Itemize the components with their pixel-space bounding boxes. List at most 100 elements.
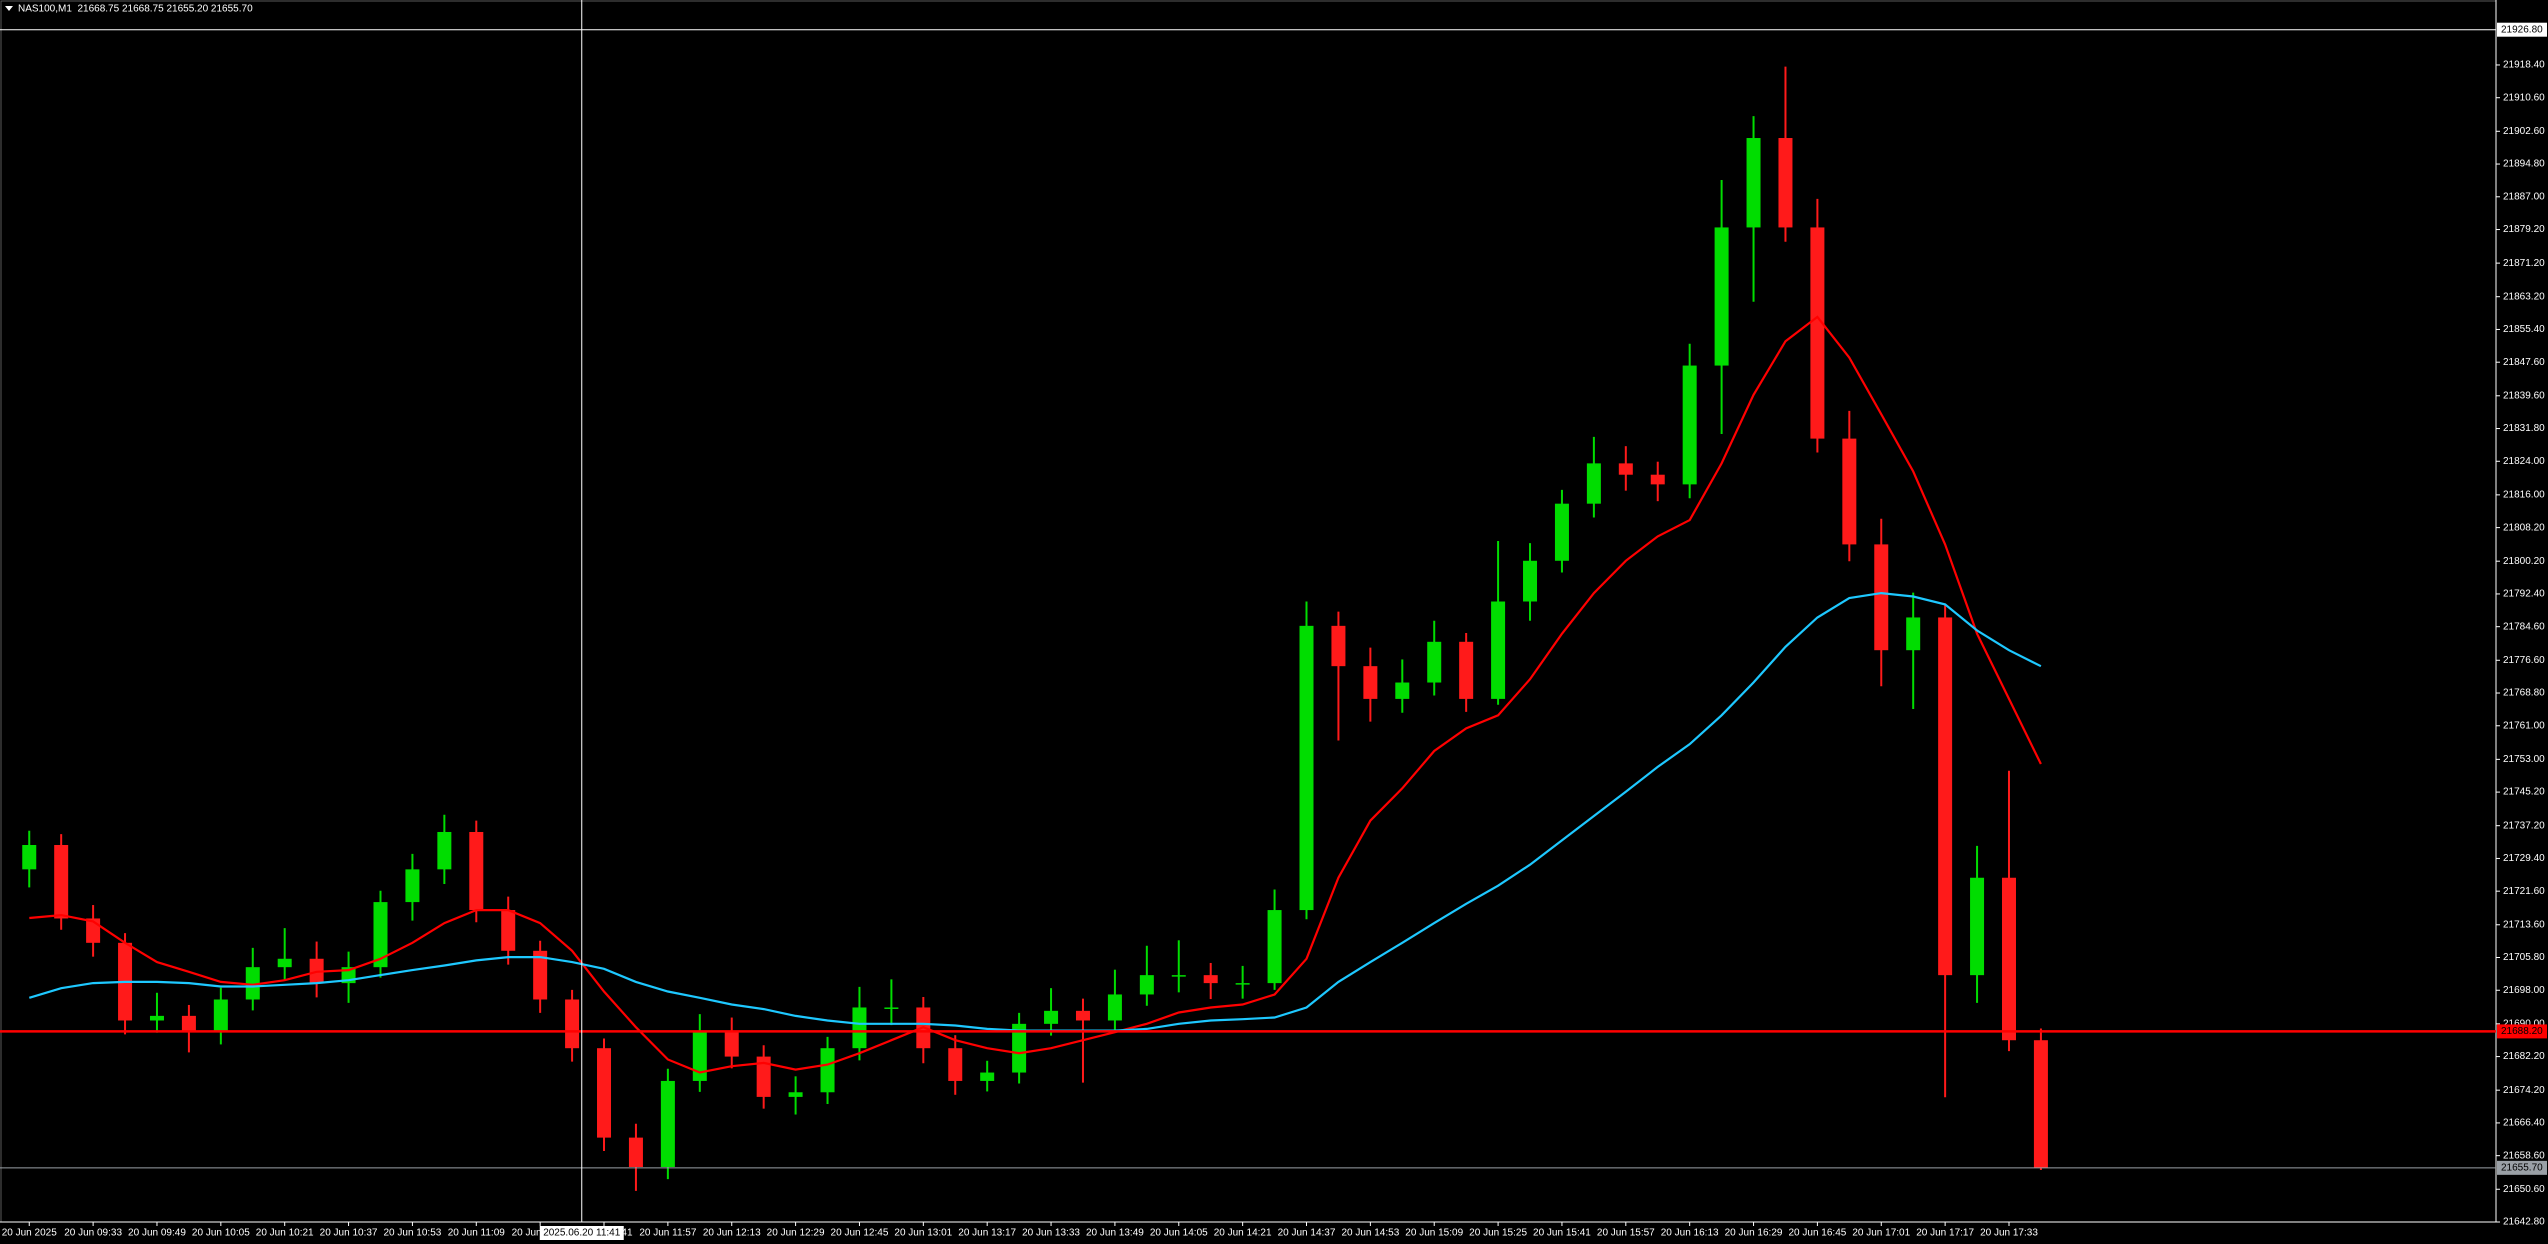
candle-body	[1267, 910, 1282, 984]
candle-body	[22, 844, 37, 870]
y-tick-label: 21863.20	[2503, 291, 2545, 302]
y-tick-label: 21650.60	[2503, 1184, 2545, 1195]
x-tick-label: 20 Jun 17:17	[1916, 1228, 1974, 1239]
y-tick-label: 21698.00	[2503, 985, 2545, 996]
y-tick-label: 21642.80	[2503, 1217, 2545, 1228]
y-tick-label: 21705.80	[2503, 952, 2545, 963]
y-tick-label: 21682.20	[2503, 1051, 2545, 1062]
x-tick-label: 20 Jun 10:21	[256, 1228, 314, 1239]
y-tick-label: 21721.60	[2503, 886, 2545, 897]
x-tick-label: 20 Jun 17:33	[1980, 1228, 2038, 1239]
candle-body	[1586, 463, 1601, 504]
candle-body	[1906, 617, 1921, 651]
y-tick-label: 21729.40	[2503, 853, 2545, 864]
y-tick-label: 21792.40	[2503, 589, 2545, 600]
y-tick-label: 21824.00	[2503, 456, 2545, 467]
candle-body	[245, 967, 260, 1000]
x-tick-label: 20 Jun 09:33	[64, 1228, 122, 1239]
y-tick-label: 21808.20	[2503, 522, 2545, 533]
y-tick-label: 21831.80	[2503, 423, 2545, 434]
y-tick-label: 21776.60	[2503, 655, 2545, 666]
candle-body	[501, 910, 516, 951]
candle-body	[1778, 138, 1793, 228]
candle-body	[1235, 983, 1250, 985]
x-tick-label: 20 Jun 14:21	[1214, 1228, 1272, 1239]
x-tick-label: 20 Jun 16:45	[1788, 1228, 1846, 1239]
candle-body	[533, 950, 548, 1000]
candle-body	[2001, 877, 2016, 1041]
y-tick-label: 21847.60	[2503, 357, 2545, 368]
candle-body	[1970, 877, 1985, 976]
candle-body	[1075, 1010, 1090, 1021]
candle-body	[1618, 463, 1633, 475]
candle-body	[1874, 544, 1889, 651]
y-tick-label: 21855.40	[2503, 324, 2545, 335]
x-tick-label: 20 Jun 12:13	[703, 1228, 761, 1239]
crosshair-time-box	[539, 1226, 624, 1240]
price-level-label: 21688.20	[2501, 1026, 2543, 1037]
x-tick-label: 20 Jun 12:45	[831, 1228, 889, 1239]
y-tick-label: 21800.20	[2503, 556, 2545, 567]
y-tick-label: 21753.00	[2503, 754, 2545, 765]
candle-body	[597, 1048, 612, 1138]
y-tick-label: 21910.60	[2503, 92, 2545, 103]
candle-body	[181, 1015, 196, 1033]
x-tick-label: 20 Jun 10:53	[384, 1228, 442, 1239]
candle-body	[1203, 975, 1218, 984]
candle-body	[724, 1032, 739, 1057]
x-tick-label: 20 Jun 10:37	[320, 1228, 378, 1239]
x-tick-label: 20 Jun 15:57	[1597, 1228, 1655, 1239]
candle-body	[277, 958, 292, 968]
x-tick-label: 20 Jun 15:41	[1533, 1228, 1591, 1239]
price-level-label: 21655.70	[2501, 1162, 2543, 1173]
candle-body	[213, 999, 228, 1033]
candle-body	[1682, 365, 1697, 485]
candle-body	[1012, 1023, 1027, 1073]
y-tick-label: 21839.60	[2503, 390, 2545, 401]
menu-arrow[interactable]	[5, 6, 13, 11]
candle-body	[628, 1137, 643, 1168]
candle-body	[1746, 138, 1761, 228]
y-tick-label: 21887.00	[2503, 191, 2545, 202]
x-tick-label: 20 Jun 14:05	[1150, 1228, 1208, 1239]
x-tick-label: 20 Jun 12:29	[767, 1228, 825, 1239]
candle-body	[437, 831, 452, 870]
candle-body	[948, 1048, 963, 1081]
candle-body	[1299, 625, 1314, 911]
x-tick-label: 20 Jun 13:49	[1086, 1228, 1144, 1239]
candle-body	[1363, 666, 1378, 699]
candle-body	[1523, 560, 1538, 602]
symbol-header: NAS100,M1 21668.75 21668.75 21655.20 216…	[18, 4, 253, 15]
y-tick-label: 21879.20	[2503, 224, 2545, 235]
candle-body	[1810, 227, 1825, 439]
candle-body	[660, 1080, 675, 1168]
y-tick-label: 21768.80	[2503, 688, 2545, 699]
y-tick-label: 21902.60	[2503, 126, 2545, 137]
candle-body	[820, 1048, 835, 1093]
candle-body	[884, 1007, 899, 1009]
candle-body	[565, 999, 580, 1049]
y-tick-label: 21784.60	[2503, 621, 2545, 632]
candle-body	[788, 1092, 803, 1097]
candle-body	[2033, 1040, 2048, 1168]
x-tick-label: 20 Jun 11:57	[639, 1228, 697, 1239]
x-tick-label: 20 Jun 17:01	[1852, 1228, 1910, 1239]
candle-body	[756, 1056, 771, 1097]
candle-body	[1714, 227, 1729, 366]
x-tick-label: 20 Jun 13:01	[894, 1228, 952, 1239]
candle-body	[469, 831, 484, 911]
x-tick-label: 20 Jun 13:17	[958, 1228, 1016, 1239]
x-tick-label: 20 Jun 15:25	[1469, 1228, 1527, 1239]
candle-body	[1459, 641, 1474, 699]
price-level-box	[2497, 1160, 2547, 1175]
candle-body	[980, 1072, 995, 1081]
x-tick-label: 20 Jun 09:49	[128, 1228, 186, 1239]
candle-body	[1491, 601, 1506, 699]
candle-body	[1650, 474, 1665, 485]
candle-body	[1107, 994, 1122, 1021]
candle-body	[1139, 975, 1154, 995]
candle-body	[1427, 641, 1442, 683]
y-tick-label: 21816.00	[2503, 490, 2545, 501]
